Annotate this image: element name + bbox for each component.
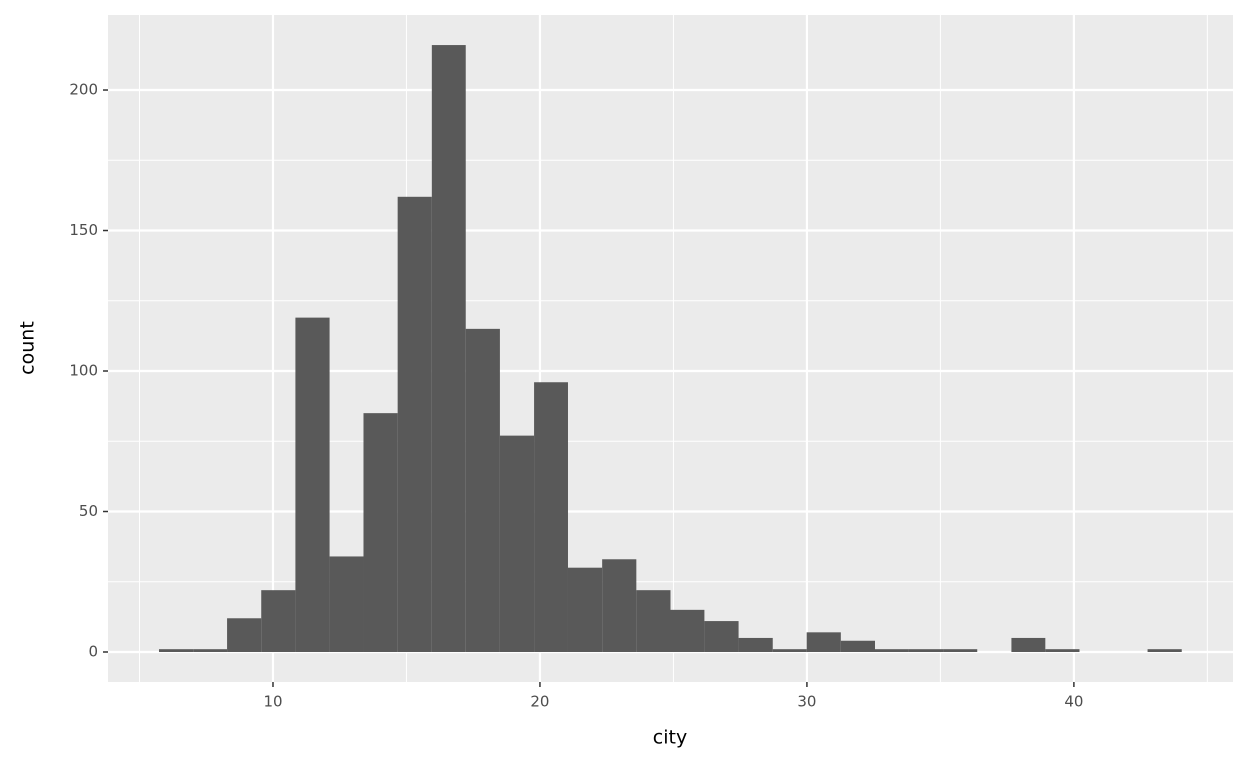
y-axis-title: count [17,321,39,375]
bar [704,621,739,652]
bar [908,649,944,652]
bar [840,640,875,652]
y-tick-label: 50 [79,502,98,520]
bar [329,556,364,652]
bar [636,590,671,652]
bar [874,649,909,652]
bar [397,196,432,652]
bar [1147,649,1182,652]
x-tick-label: 30 [797,693,816,711]
bar [670,609,705,652]
bar [567,567,603,652]
x-axis-title: city [653,727,687,749]
bar [158,649,194,652]
x-tick-label: 20 [530,693,549,711]
bar [193,649,228,652]
bar [602,559,637,652]
bar [943,649,978,652]
y-tick-label: 150 [69,221,98,239]
bar [806,632,841,652]
y-tick-label: 100 [69,362,98,380]
bar [295,317,330,652]
bar [738,637,773,652]
bar [772,649,807,652]
x-tick-label: 40 [1064,693,1083,711]
y-tick-label: 0 [88,642,98,660]
bar [534,382,568,652]
x-tick-label: 10 [263,693,282,711]
bar [1045,649,1080,652]
bar [431,45,466,652]
bar [1011,637,1046,652]
bar [499,435,535,652]
y-tick-label: 200 [69,81,98,99]
bar [363,413,398,652]
bar [465,328,500,652]
bar [261,590,296,652]
bar [227,618,262,652]
